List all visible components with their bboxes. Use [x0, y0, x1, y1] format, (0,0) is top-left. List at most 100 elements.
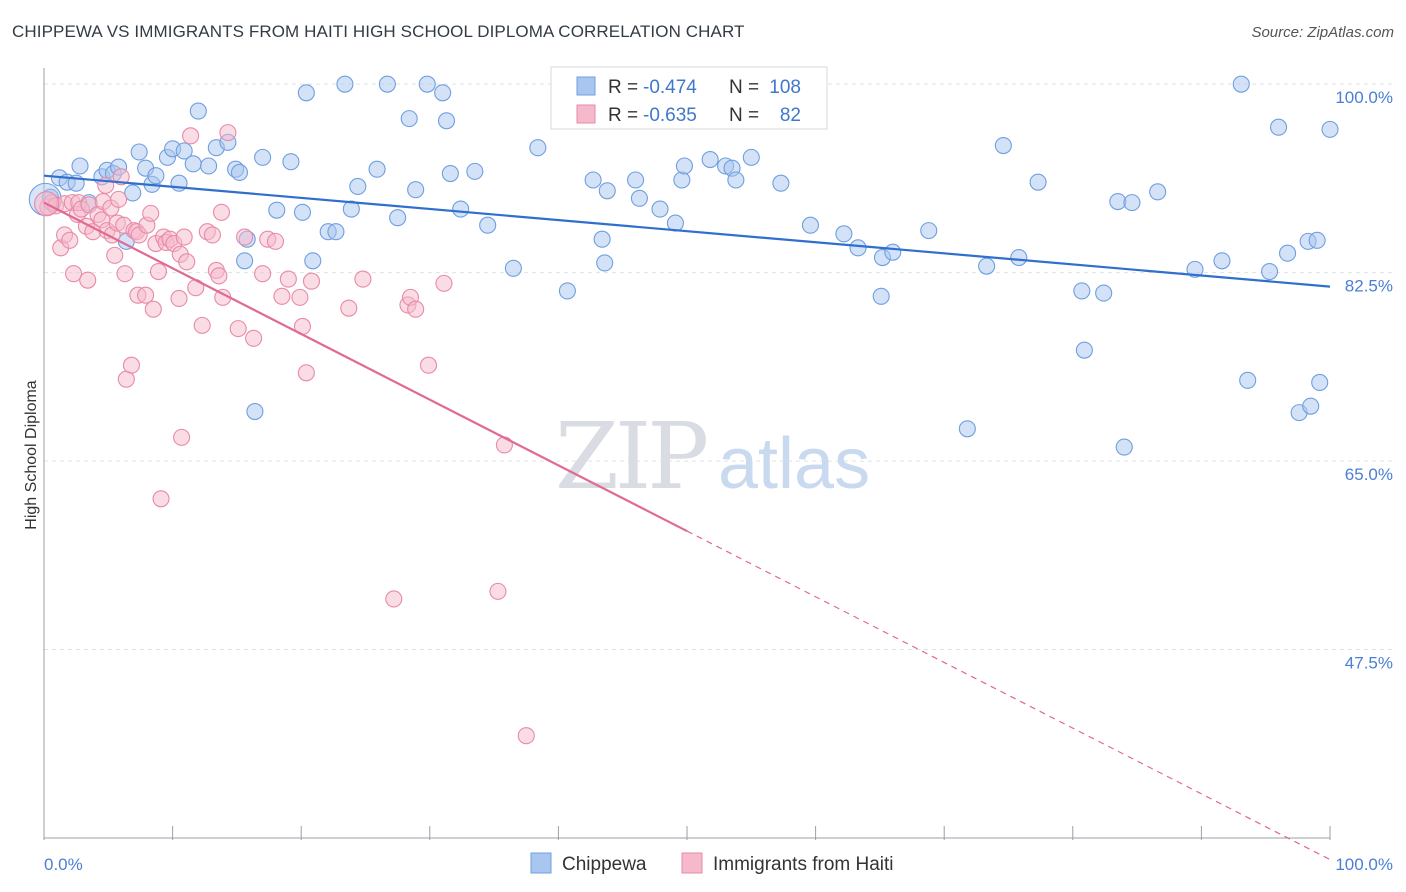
haiti-point-57 [210, 267, 228, 285]
chippewa-point-34 [297, 84, 315, 102]
series-chippewa [28, 75, 1339, 456]
chippewa-point-51 [466, 162, 484, 180]
chippewa-point-90 [1149, 183, 1167, 201]
haiti-point-62 [236, 228, 254, 246]
haiti-point-37 [142, 204, 160, 222]
legend-r-label-0: R = [608, 77, 638, 98]
chippewa-point-62 [651, 200, 669, 218]
haiti-point-51 [182, 127, 200, 145]
chippewa-point-93 [1232, 75, 1250, 93]
haiti-point-81 [489, 582, 507, 600]
chippewa-point-19 [175, 142, 193, 160]
haiti-point-25 [110, 190, 128, 208]
series-haiti [34, 124, 535, 745]
chippewa-point-20 [184, 155, 202, 173]
chippewa-point-43 [389, 209, 407, 227]
haiti-point-55 [203, 226, 222, 244]
chippewa-point-41 [368, 160, 386, 178]
chippewa-point-73 [835, 225, 853, 243]
chippewa-point-55 [558, 282, 576, 300]
chippewa-point-38 [336, 75, 354, 93]
chippewa-point-59 [598, 182, 616, 200]
haiti-point-58 [212, 203, 231, 221]
haiti-point-38 [144, 300, 162, 318]
chippewa-point-35 [304, 252, 322, 270]
chippewa-trend-line [43, 174, 1331, 288]
chippewa-point-48 [437, 112, 456, 130]
haiti-point-82 [495, 436, 513, 454]
haiti-point-46 [170, 289, 188, 308]
bottom-legend-label-pink: Immigrants from Haiti [713, 854, 894, 875]
haiti-point-41 [152, 490, 170, 508]
haiti-point-74 [354, 270, 372, 288]
chippewa-point-39 [342, 200, 360, 218]
chippewa-point-95 [1261, 262, 1279, 281]
chippewa-point-49 [441, 164, 459, 183]
chippewa-point-82 [1010, 248, 1028, 267]
haiti-point-78 [407, 300, 425, 318]
chippewa-point-30 [254, 148, 272, 166]
chippewa-point-89 [1123, 194, 1141, 212]
chippewa-point-40 [349, 177, 367, 196]
haiti-point-48 [173, 428, 191, 446]
haiti-point-83 [517, 727, 535, 745]
chippewa-point-75 [872, 287, 890, 305]
chippewa-point-100 [1302, 397, 1320, 415]
chippewa-point-4 [71, 157, 89, 175]
haiti-point-79 [419, 356, 438, 374]
haiti-point-61 [229, 320, 247, 338]
x-tick-label-0: 0.0% [44, 855, 83, 874]
chippewa-point-58 [596, 254, 614, 272]
chippewa-point-87 [1109, 192, 1127, 211]
y-tick-label-1: 65.0% [1345, 465, 1393, 484]
haiti-point-73 [340, 299, 358, 317]
haiti-point-40 [149, 262, 168, 281]
haiti-point-69 [291, 288, 309, 306]
chippewa-point-69 [727, 171, 745, 189]
haiti-point-64 [254, 265, 272, 283]
chippewa-point-15 [147, 167, 165, 185]
chippewa-point-26 [230, 163, 249, 182]
chart-title: CHIPPEWA VS IMMIGRANTS FROM HAITI HIGH S… [12, 22, 745, 41]
stats-legend-box [550, 66, 828, 130]
watermark: ZIP atlas [555, 403, 870, 510]
series-legend: Chippewa Immigrants from Haiti [530, 852, 894, 875]
haiti-point-6 [61, 231, 79, 249]
chippewa-point-56 [584, 171, 602, 189]
chippewa-point-32 [282, 153, 300, 171]
chippewa-point-101 [1308, 231, 1326, 249]
chippewa-point-83 [1029, 173, 1047, 191]
chippewa-point-96 [1270, 118, 1288, 136]
chippewa-point-47 [434, 84, 452, 102]
chippewa-point-60 [627, 171, 645, 189]
chippewa-point-46 [418, 75, 436, 93]
chippewa-point-53 [504, 259, 522, 277]
legend-n-label-0: N = [729, 77, 759, 98]
haiti-point-60 [219, 124, 237, 142]
chippewa-point-78 [920, 222, 938, 240]
chippewa-point-45 [407, 181, 425, 199]
chippewa-point-103 [1321, 120, 1339, 138]
chippewa-point-80 [978, 257, 996, 275]
x-tick-labels: 0.0% 100.0% [44, 855, 1393, 874]
y-tick-label-2: 82.5% [1345, 277, 1393, 296]
haiti-point-13 [79, 271, 97, 289]
y-axis-label: High School Diploma [23, 380, 40, 530]
haiti-point-63 [245, 329, 263, 347]
bottom-legend-swatch-blue [530, 852, 552, 874]
chippewa-point-79 [958, 420, 976, 438]
chippewa-point-102 [1311, 373, 1329, 392]
trend-lines [43, 174, 1331, 861]
chippewa-point-27 [236, 252, 254, 270]
chippewa-point-85 [1075, 341, 1093, 359]
haiti-point-75 [385, 590, 403, 608]
chippewa-point-66 [701, 150, 719, 169]
chippewa-point-64 [673, 171, 691, 189]
chippewa-point-86 [1095, 284, 1113, 302]
chippewa-point-54 [529, 139, 547, 157]
chippewa-point-92 [1213, 252, 1231, 270]
haiti-point-49 [175, 228, 193, 246]
watermark-atlas: atlas [718, 424, 870, 504]
chippewa-point-42 [378, 75, 396, 93]
chippewa-point-91 [1186, 260, 1204, 278]
